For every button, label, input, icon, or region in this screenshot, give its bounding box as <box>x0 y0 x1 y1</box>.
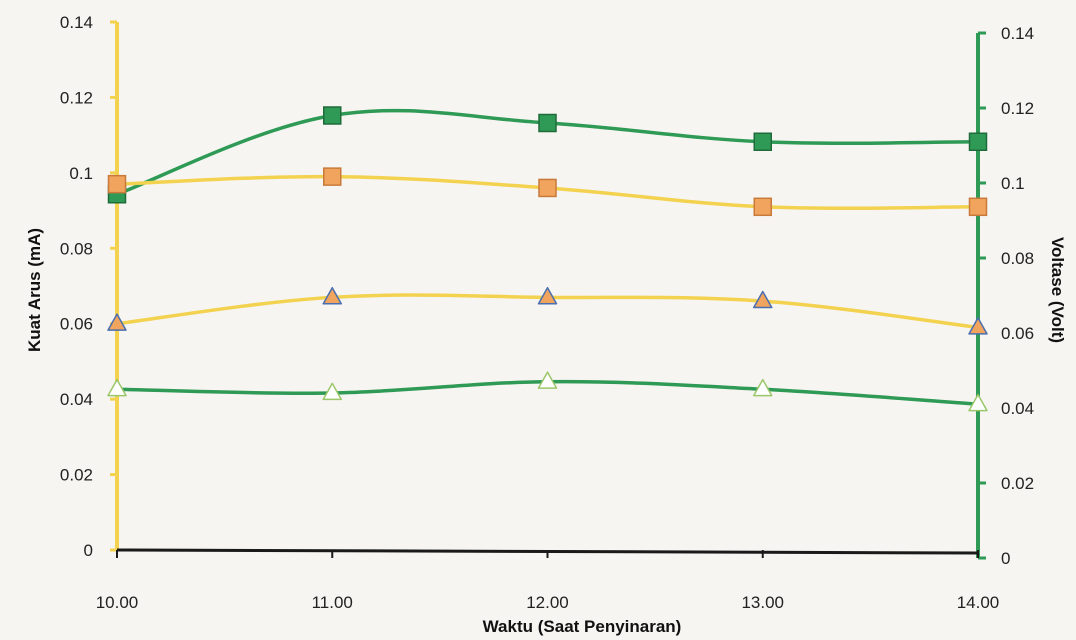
series-2-point <box>970 198 987 215</box>
x-tick-label: 14.00 <box>957 593 1000 612</box>
y-axis-left-title: Kuat Arus (mA) <box>25 228 44 352</box>
y-right-tick-label: 0.08 <box>1001 249 1034 268</box>
x-tick-label: 10.00 <box>96 593 139 612</box>
series-2-point <box>539 179 556 196</box>
y-left-tick-label: 0.1 <box>69 164 93 183</box>
y-right-tick-label: 0.06 <box>1001 324 1034 343</box>
y-right-tick-label: 0.12 <box>1001 99 1034 118</box>
y-left-tick-label: 0.02 <box>60 466 93 485</box>
series-2-point <box>754 198 771 215</box>
series-lines <box>117 111 978 405</box>
y-right-tick-label: 0.04 <box>1001 399 1034 418</box>
y-left-tick-label: 0 <box>84 541 93 560</box>
series-1-point <box>970 133 987 150</box>
y-right-tick-label: 0.02 <box>1001 474 1034 493</box>
x-tick-label: 13.00 <box>741 593 784 612</box>
x-tick-label: 11.00 <box>312 593 353 612</box>
y-left-tick-label: 0.12 <box>60 88 93 107</box>
y-axis-right-title: Voltase (Volt) <box>1048 237 1067 343</box>
x-tick-label: 12.00 <box>526 593 569 612</box>
series-1-point <box>754 133 771 150</box>
y-right-tick-label: 0.1 <box>1001 174 1025 193</box>
y-right-tick-label: 0.14 <box>1001 24 1034 43</box>
y-left-tick-label: 0.14 <box>60 13 93 32</box>
series-1-point <box>539 115 556 132</box>
series-2-point <box>109 176 126 193</box>
y-left-tick-label: 0.06 <box>60 315 93 334</box>
y-left-tick-label: 0.04 <box>60 390 93 409</box>
series-2-point <box>324 168 341 185</box>
series-1-point <box>324 107 341 124</box>
series-markers <box>108 107 987 411</box>
y-right-tick-label: 0 <box>1001 549 1010 568</box>
y-left-tick-label: 0.08 <box>60 239 93 258</box>
x-axis-title: Waktu (Saat Penyinaran) <box>483 617 682 636</box>
